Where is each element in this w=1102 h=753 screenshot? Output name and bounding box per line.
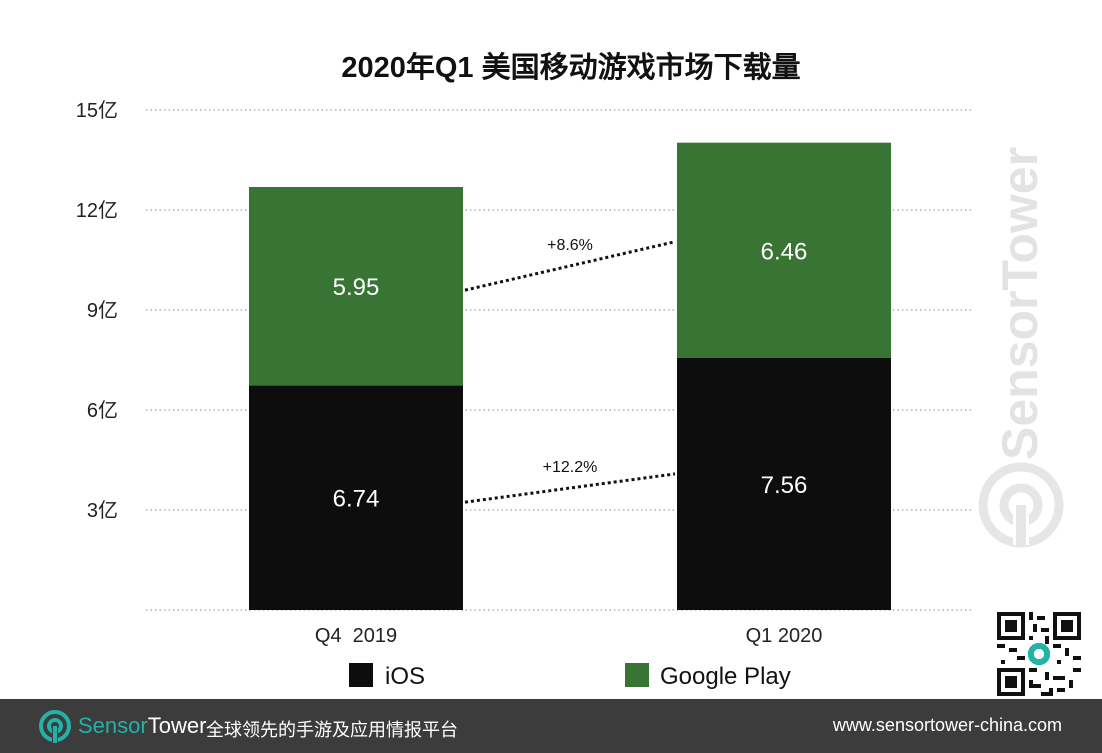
y-tick-label: 9亿: [87, 299, 118, 322]
bar-google-play: [677, 142, 891, 358]
legend: iOS Google Play: [349, 663, 791, 690]
footer: SensorTower 全球领先的手游及应用情报平台 www.sensortow…: [0, 699, 1102, 753]
bar-value-label: 7.56: [761, 472, 808, 499]
watermark-text: SensorTower: [992, 147, 1048, 460]
chart-title: 2020年Q1 美国移动游戏市场下载量: [341, 50, 800, 84]
y-tick-label: 3亿: [87, 499, 118, 522]
bars: 6.74 5.95 7.56 6.46: [249, 142, 891, 610]
bar-ios: [249, 385, 463, 610]
sensortower-watermark: SensorTower: [978, 147, 1064, 548]
bar-value-label: 5.95: [333, 274, 380, 301]
x-tick-label: Q1 2020: [746, 625, 823, 647]
bar-value-label: 6.74: [333, 486, 380, 513]
growth-connector-line: [464, 472, 676, 504]
bar-value-label: 6.46: [761, 238, 808, 265]
qr-code: [997, 612, 1081, 696]
x-axis-ticks: Q4 2019 Q1 2020: [315, 625, 823, 647]
legend-label: Google Play: [660, 663, 791, 690]
y-tick-label: 15亿: [76, 99, 118, 122]
footer-tagline: 全球领先的手游及应用情报平台: [206, 720, 458, 740]
footer-brand: SensorTower: [78, 713, 206, 739]
x-tick-label: Q4 2019: [315, 625, 397, 647]
bar-ios: [677, 358, 891, 610]
y-tick-label: 12亿: [76, 199, 118, 222]
footer-url: www.sensortower-china.com: [832, 715, 1062, 735]
growth-label: +8.6%: [547, 237, 593, 254]
y-tick-label: 6亿: [87, 399, 118, 422]
growth-label: +12.2%: [543, 459, 598, 476]
legend-swatch: [349, 663, 373, 687]
growth-connectors: +12.2% +8.6%: [464, 237, 676, 504]
y-axis-ticks: 3亿 6亿 9亿 12亿 15亿: [76, 99, 118, 522]
legend-swatch: [625, 663, 649, 687]
legend-label: iOS: [385, 663, 425, 690]
watermark-logo-icon: [978, 462, 1064, 548]
footer-brand-part1: Sensor: [78, 713, 148, 738]
bar-google-play: [249, 187, 463, 386]
sensortower-logo-icon: [39, 710, 71, 743]
footer-brand-part2: Tower: [147, 713, 207, 738]
chart: SensorTower 2020年Q1 美国移动游戏市场下载量 3亿 6亿 9亿 12…: [76, 50, 1064, 690]
